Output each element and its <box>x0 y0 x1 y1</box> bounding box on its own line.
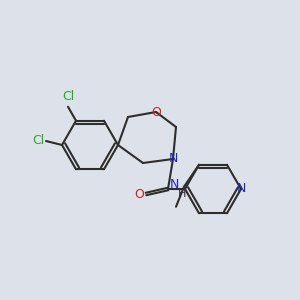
Text: N: N <box>236 182 246 196</box>
Text: O: O <box>151 106 161 118</box>
Text: O: O <box>134 188 144 200</box>
Text: N: N <box>169 178 179 191</box>
Text: N: N <box>168 152 178 166</box>
Text: H: H <box>178 189 186 199</box>
Text: Cl: Cl <box>32 134 44 148</box>
Text: Cl: Cl <box>62 90 74 103</box>
